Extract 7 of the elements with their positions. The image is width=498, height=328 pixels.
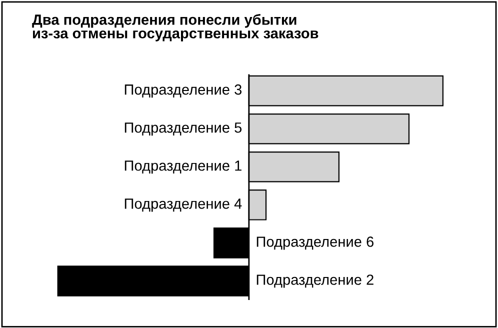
y-tick-label: Подразделение 5 [124,122,242,136]
y-tick-label: Подразделение 6 [256,236,374,250]
y-tick-label: Подразделение 4 [124,198,242,212]
y-tick-label: Подразделение 2 [256,274,374,288]
chart-title: Два подразделения понесли убытки из-за отмены государственных заказов [32,14,318,42]
y-tick-label: Подразделение 3 [124,84,242,98]
y-tick-label: Подразделение 1 [124,160,242,174]
